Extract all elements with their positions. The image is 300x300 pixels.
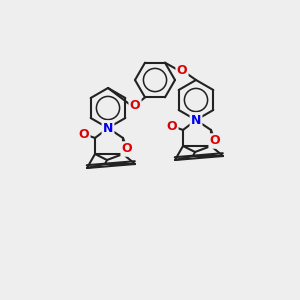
Text: N: N [191,113,201,127]
Text: O: O [130,99,140,112]
Text: O: O [167,119,177,133]
Text: O: O [210,134,220,148]
Text: N: N [103,122,113,134]
Text: O: O [177,64,187,76]
Text: O: O [122,142,132,155]
Text: O: O [79,128,89,140]
